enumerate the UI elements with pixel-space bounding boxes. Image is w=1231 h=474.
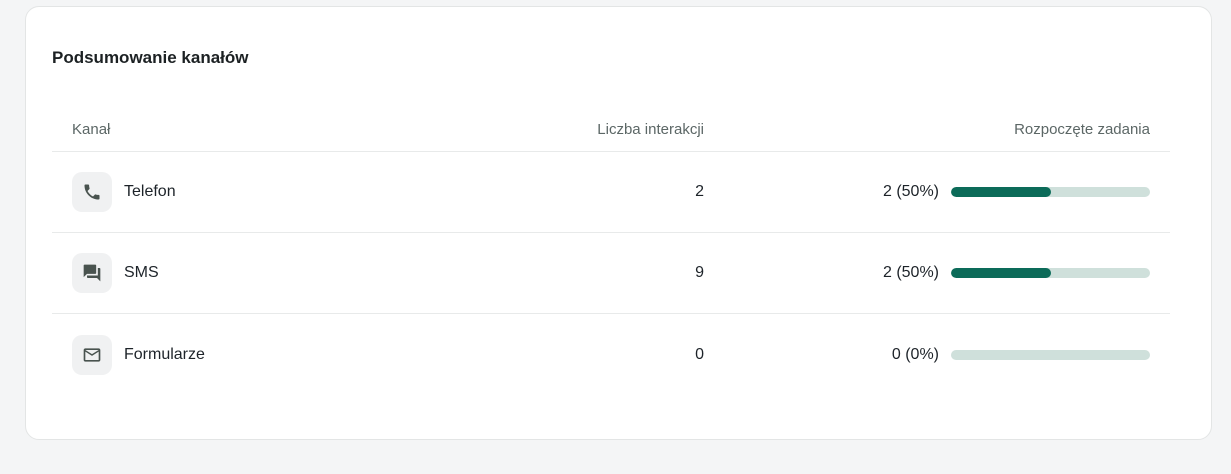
channel-label: Formularze <box>124 345 205 363</box>
tasks-cell: 2 (50%) <box>704 183 1150 201</box>
interactions-value: 9 <box>695 264 704 281</box>
table-row-telefon: Telefon 2 2 (50%) <box>52 152 1170 233</box>
channel-label: Telefon <box>124 183 176 200</box>
phone-icon <box>72 172 112 212</box>
column-header-channel: Kanał <box>72 121 111 138</box>
progress-bar-fill <box>951 268 1051 278</box>
tasks-value: 2 (50%) <box>882 183 939 200</box>
channel-cell: Telefon <box>72 172 504 212</box>
table-row-sms: SMS 9 2 (50%) <box>52 233 1170 314</box>
tasks-value: 0 (0%) <box>891 345 939 363</box>
channel-summary-card: Podsumowanie kanałów Kanał Liczba intera… <box>25 6 1212 440</box>
sms-icon <box>72 253 112 293</box>
progress-bar-track <box>951 349 1150 360</box>
progress-bar-track <box>951 187 1150 197</box>
channel-summary-table: Kanał Liczba interakcji Rozpoczęte zadan… <box>52 108 1170 395</box>
progress-bar-track <box>951 268 1150 278</box>
interactions-value: 0 <box>695 345 704 363</box>
channel-cell: SMS <box>72 253 504 293</box>
channel-label: SMS <box>124 264 159 281</box>
table-header-row: Kanał Liczba interakcji Rozpoczęte zadan… <box>52 108 1170 152</box>
interactions-value: 2 <box>695 183 704 200</box>
tasks-value: 2 (50%) <box>882 264 939 281</box>
column-header-tasks: Rozpoczęte zadania <box>1014 121 1150 138</box>
card-title: Podsumowanie kanałów <box>52 48 249 67</box>
channel-cell: Formularze <box>72 334 504 375</box>
progress-bar-fill <box>951 187 1051 197</box>
tasks-cell: 2 (50%) <box>704 264 1150 282</box>
tasks-cell: 0 (0%) <box>704 346 1150 364</box>
mail-icon <box>72 334 112 375</box>
table-row-formularze: Formularze 0 0 (0%) <box>52 314 1170 395</box>
column-header-interactions: Liczba interakcji <box>597 121 704 138</box>
